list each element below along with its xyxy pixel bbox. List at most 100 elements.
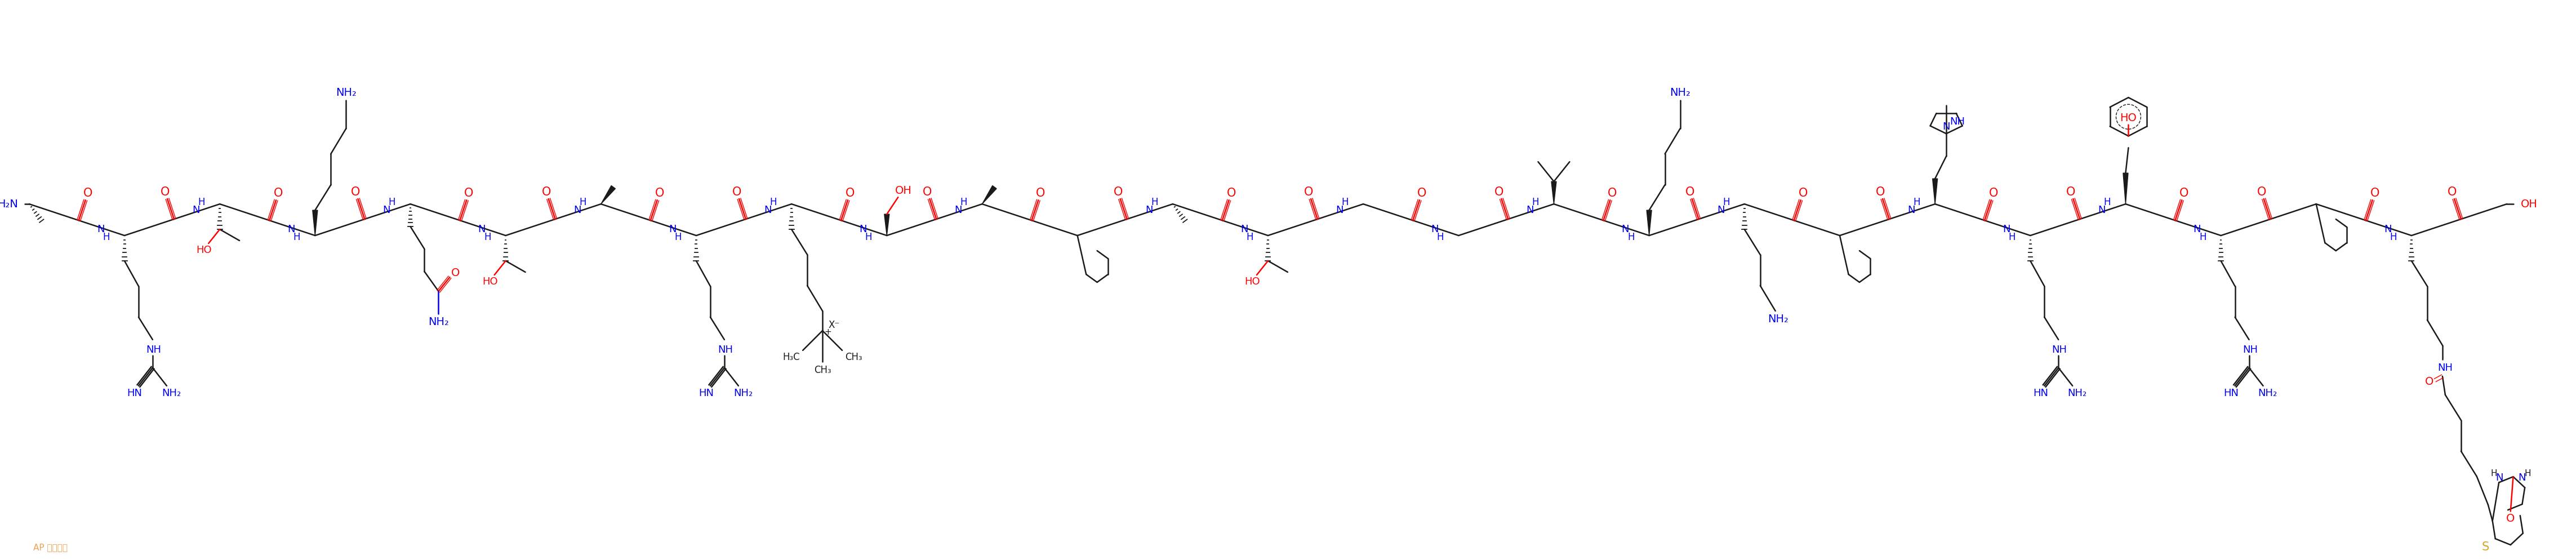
Text: H: H [294,232,301,242]
Text: HO: HO [1244,277,1260,287]
Text: N: N [765,205,773,215]
Text: O: O [1226,188,1236,199]
Text: H: H [2524,469,2530,478]
Text: O: O [654,188,665,199]
Text: H: H [1914,197,1919,207]
Polygon shape [981,185,997,204]
Text: H: H [2391,232,2396,242]
Text: NH₂: NH₂ [2069,388,2087,398]
Text: O: O [1798,188,1808,199]
Text: NH₂: NH₂ [2259,388,2277,398]
Polygon shape [1551,181,1556,204]
Text: H: H [580,197,587,207]
Text: O: O [451,267,459,278]
Text: N: N [1242,225,1247,235]
Text: H: H [484,232,492,242]
Text: O: O [541,186,551,198]
Text: O: O [845,188,855,199]
Text: N: N [1942,122,1950,132]
Text: H: H [1628,232,1633,242]
Text: H: H [675,232,683,242]
Text: S: S [2481,541,2488,553]
Text: O: O [350,186,361,198]
Text: N: N [2192,225,2200,235]
Polygon shape [312,210,317,236]
Text: N: N [1716,205,1723,215]
Text: NH₂: NH₂ [1767,314,1788,325]
Text: O: O [2370,188,2380,199]
Polygon shape [600,185,616,204]
Polygon shape [1646,210,1651,236]
Text: H: H [2200,232,2205,242]
Text: NH: NH [2437,363,2452,373]
Text: O: O [160,186,170,198]
Text: NH: NH [2053,345,2066,355]
Text: NH: NH [719,345,734,355]
Text: O: O [2066,186,2076,198]
Text: H: H [961,197,969,207]
Text: N: N [574,205,582,215]
Text: HN: HN [2223,388,2239,398]
Polygon shape [1932,179,1937,204]
Text: NH: NH [1950,116,1965,127]
Text: O: O [1875,186,1886,198]
Text: H: H [198,197,206,207]
Text: NH₂: NH₂ [162,388,180,398]
Text: O: O [2179,188,2190,199]
Text: HO: HO [2120,113,2138,123]
Text: H: H [2105,197,2110,207]
Text: N: N [1430,225,1437,235]
Text: N: N [2383,225,2391,235]
Text: N: N [2496,473,2504,483]
Text: N: N [1620,225,1628,235]
Text: NH₂: NH₂ [1669,87,1690,98]
Text: AP 专肽生物: AP 专肽生物 [33,543,67,552]
Text: N: N [1525,205,1533,215]
Text: OH: OH [2522,199,2537,209]
Text: O: O [82,188,93,199]
Text: CH₃: CH₃ [845,352,863,362]
Text: NH: NH [147,345,162,355]
Text: O: O [922,186,933,198]
Text: H: H [1533,197,1538,207]
Text: HN: HN [2032,388,2048,398]
Text: CH₃: CH₃ [814,365,832,375]
Text: O: O [1494,186,1504,198]
Text: H: H [103,232,111,242]
Text: OH: OH [896,185,912,196]
Text: H: H [389,197,397,207]
Text: N: N [956,205,961,215]
Text: N: N [1337,205,1342,215]
Text: N: N [1906,205,1914,215]
Polygon shape [2123,173,2128,204]
Text: O: O [2424,376,2434,387]
Text: O: O [1113,186,1123,198]
Text: +: + [824,328,832,337]
Text: H: H [1151,197,1159,207]
Text: HO: HO [196,245,211,255]
Text: O: O [464,188,474,199]
Text: H: H [770,197,778,207]
Text: N: N [2002,225,2009,235]
Text: N: N [1146,205,1151,215]
Text: NH₂: NH₂ [335,87,355,98]
Text: O: O [1685,186,1695,198]
Text: O: O [1989,188,1999,199]
Text: N: N [670,225,677,235]
Text: O: O [273,188,283,199]
Text: NH: NH [2244,345,2257,355]
Text: N: N [2517,473,2524,483]
Text: H: H [1723,197,1728,207]
Text: NH₂: NH₂ [734,388,752,398]
Text: HO: HO [482,277,497,287]
Text: H: H [1437,232,1443,242]
Text: N: N [98,225,106,235]
Text: H₂N: H₂N [0,199,18,209]
Text: O: O [2506,514,2514,524]
Text: O: O [1303,186,1314,198]
Text: H: H [1247,232,1252,242]
Text: NH₂: NH₂ [428,317,448,328]
Text: N: N [384,205,392,215]
Text: H: H [1342,197,1347,207]
Text: HN: HN [698,388,714,398]
